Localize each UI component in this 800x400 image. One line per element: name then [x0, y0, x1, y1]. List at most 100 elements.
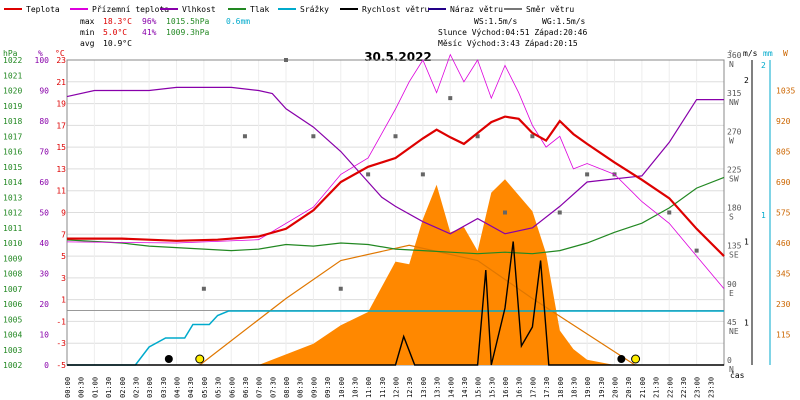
temp-tick-0: 23: [56, 56, 66, 65]
time-tick-16: 08:00: [283, 377, 291, 398]
w-tick-5: 460: [776, 239, 791, 248]
legend-label-4: Srážky: [300, 5, 329, 14]
w-tick-1: 920: [776, 117, 791, 126]
time-tick-36: 18:00: [557, 377, 565, 398]
hpa-tick-20: 1002: [3, 361, 22, 370]
dir-tick-deg-0: 360: [727, 51, 742, 60]
time-tick-15: 07:30: [269, 377, 277, 398]
time-tick-13: 06:30: [242, 377, 250, 398]
pct-tick-0: 100: [35, 56, 50, 65]
wind-direction-dot: [694, 248, 699, 253]
time-tick-8: 04:00: [174, 377, 182, 398]
dir-tick-deg-3: 225: [727, 165, 742, 174]
time-tick-14: 07:00: [256, 377, 264, 398]
stat-moon: Měsíc Východ:3:43 Západ:20:15: [438, 39, 578, 48]
time-tick-39: 19:30: [598, 377, 606, 398]
pct-tick-6: 40: [39, 239, 49, 248]
time-tick-38: 19:00: [584, 377, 592, 398]
time-tick-40: 20:00: [612, 377, 620, 398]
dir-tick-lbl-0: N: [729, 60, 734, 69]
pct-tick-1: 90: [39, 87, 49, 96]
time-label: čas: [730, 370, 745, 380]
hpa-tick-9: 1013: [3, 193, 22, 202]
pct-tick-8: 20: [39, 300, 49, 309]
stats-panel: max 18.3°C 96% 1015.5hPa 0.6mm min 5.0°C…: [80, 17, 587, 48]
temp-tick-1: 21: [56, 78, 66, 87]
time-tick-1: 00:30: [78, 377, 86, 398]
time-tick-27: 13:30: [434, 377, 442, 398]
time-tick-34: 17:00: [529, 377, 537, 398]
hpa-tick-18: 1004: [3, 331, 22, 340]
time-tick-44: 22:00: [666, 377, 674, 398]
temp-tick-12: -1: [56, 317, 66, 326]
pct-tick-10: 0: [44, 361, 49, 370]
legend-label-0: Teplota: [26, 5, 60, 14]
time-tick-10: 05:00: [201, 377, 209, 398]
mm-tick-0: 2: [761, 61, 766, 70]
temperature-line: [67, 115, 725, 257]
time-tick-21: 10:30: [351, 377, 359, 398]
legend-label-6: Náraz větru: [450, 5, 503, 14]
wind-direction-dot: [393, 134, 398, 139]
wind-direction-dot: [475, 134, 480, 139]
axes: hPa% °C1022102110201019101810171016101510…: [3, 49, 795, 398]
temp-tick-6: 11: [56, 187, 66, 196]
time-tick-31: 15:30: [488, 377, 496, 398]
wind-direction-dot: [448, 96, 453, 101]
legend: Teplota Přízemní teplota Vlhkost Tlak Srážky…: [4, 5, 574, 14]
dir-tick-lbl-5: SE: [729, 251, 739, 260]
hpa-tick-5: 1017: [3, 132, 22, 141]
wind-direction-dot: [503, 210, 507, 215]
temp-tick-4: 15: [56, 143, 66, 152]
time-tick-5: 02:30: [132, 377, 140, 398]
stat-min-hum: 41%: [142, 28, 157, 37]
pct-tick-2: 80: [39, 117, 49, 126]
stat-min-temp: 5.0°C: [103, 28, 127, 37]
temp-tick-14: -5: [56, 361, 66, 370]
time-tick-23: 11:30: [379, 377, 387, 398]
hpa-tick-19: 1003: [3, 346, 22, 355]
temp-tick-13: -3: [56, 339, 66, 348]
ms-tick-0: 2: [744, 76, 749, 85]
dir-tick-lbl-7: NE: [729, 327, 739, 336]
wind-direction-dot: [667, 210, 672, 215]
hpa-tick-10: 1012: [3, 209, 22, 218]
time-tick-41: 20:30: [625, 377, 633, 398]
temp-tick-9: 5: [61, 252, 66, 261]
temp-tick-10: 3: [61, 274, 66, 283]
w-tick-0: 1035: [776, 87, 795, 96]
time-tick-26: 13:00: [420, 377, 428, 398]
wind-direction-dot: [201, 286, 206, 291]
wind-direction-dot: [420, 172, 425, 177]
pct-tick-3: 70: [39, 148, 49, 157]
hpa-tick-3: 1019: [3, 102, 22, 111]
wind-direction-dot: [530, 134, 535, 139]
wind-direction-dot: [284, 58, 288, 62]
stat-wg: WG:1.5m/s: [542, 17, 586, 26]
temp-tick-2: 19: [56, 100, 66, 109]
time-tick-33: 16:30: [516, 377, 524, 398]
w-tick-8: 115: [776, 331, 791, 340]
hpa-tick-0: 1022: [3, 56, 22, 65]
hpa-tick-6: 1016: [3, 148, 22, 157]
hpa-tick-15: 1007: [3, 285, 22, 294]
time-tick-25: 12:30: [406, 377, 414, 398]
time-tick-3: 01:30: [105, 377, 113, 398]
time-tick-6: 03:00: [146, 377, 154, 398]
time-tick-43: 21:30: [653, 377, 661, 398]
dir-tick-deg-1: 315: [727, 89, 742, 98]
temp-tick-11: 1: [61, 296, 66, 305]
dir-tick-lbl-6: E: [729, 289, 734, 298]
time-tick-22: 11:00: [365, 377, 373, 398]
time-tick-20: 10:00: [338, 377, 346, 398]
temp-tick-8: 7: [61, 230, 66, 239]
moonset-icon: [617, 355, 626, 363]
pct-tick-4: 60: [39, 178, 49, 187]
legend-label-7: Směr větru: [526, 5, 574, 14]
dir-tick-deg-8: 0: [727, 356, 732, 365]
time-tick-7: 03:30: [160, 377, 168, 398]
temp-tick-3: 17: [56, 121, 66, 130]
stat-sun: Slunce Východ:04:51 Západ:20:46: [438, 28, 587, 37]
w-tick-6: 345: [776, 270, 791, 279]
legend-label-2: Vlhkost: [182, 5, 216, 14]
